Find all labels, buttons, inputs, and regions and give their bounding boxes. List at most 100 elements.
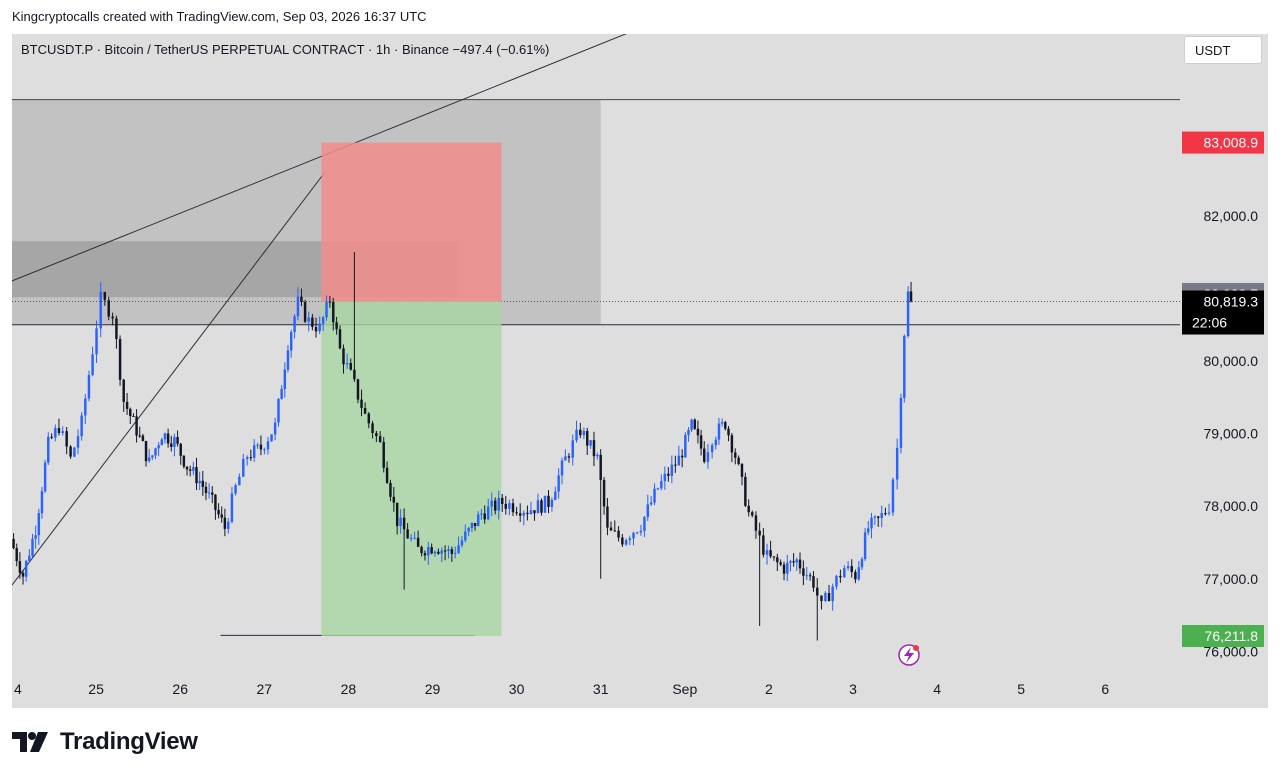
candle[interactable] [596, 452, 599, 460]
candle[interactable] [263, 447, 266, 455]
candle[interactable] [674, 455, 677, 473]
candle[interactable] [628, 535, 632, 546]
candle[interactable] [321, 315, 325, 331]
candle[interactable] [211, 486, 214, 504]
candle[interactable] [300, 288, 303, 307]
candle[interactable] [884, 507, 887, 516]
candle[interactable] [107, 296, 110, 321]
candle[interactable] [621, 533, 624, 548]
candle[interactable] [802, 560, 805, 586]
candle[interactable] [653, 483, 656, 506]
candle[interactable] [103, 291, 107, 306]
candle[interactable] [95, 320, 98, 364]
candle[interactable] [740, 463, 744, 486]
candle[interactable] [564, 449, 567, 461]
candle[interactable] [776, 553, 779, 572]
candle[interactable] [204, 481, 208, 501]
candle[interactable] [909, 281, 913, 303]
candle[interactable] [430, 543, 433, 555]
candle[interactable] [163, 432, 167, 444]
candle[interactable] [540, 498, 543, 516]
candle[interactable] [433, 550, 437, 557]
candle[interactable] [493, 497, 497, 515]
candle[interactable] [635, 531, 639, 535]
stop-loss-zone[interactable] [321, 142, 502, 302]
candle[interactable] [185, 466, 189, 476]
candle[interactable] [464, 524, 467, 543]
candle[interactable] [554, 486, 557, 501]
candle[interactable] [409, 534, 413, 542]
candle[interactable] [873, 515, 877, 525]
candle[interactable] [214, 493, 217, 520]
candle[interactable] [12, 533, 15, 550]
candle[interactable] [37, 508, 41, 545]
candle[interactable] [758, 522, 761, 626]
candle[interactable] [335, 316, 338, 335]
candle[interactable] [266, 437, 270, 455]
candle[interactable] [643, 516, 646, 537]
candle[interactable] [511, 498, 515, 517]
symbol-info[interactable]: BTCUSDT.P · Bitcoin / TetherUS PERPETUAL… [21, 42, 550, 57]
candle[interactable] [696, 420, 700, 444]
candle[interactable] [617, 526, 620, 542]
candle[interactable] [353, 252, 356, 382]
candle[interactable] [80, 412, 83, 441]
candle[interactable] [402, 508, 406, 590]
candle[interactable] [602, 476, 606, 515]
candle[interactable] [91, 346, 94, 377]
candle[interactable] [166, 428, 170, 448]
candle[interactable] [543, 495, 547, 513]
candle[interactable] [706, 443, 710, 469]
candle[interactable] [557, 468, 560, 499]
candle[interactable] [536, 493, 540, 514]
trendline-2[interactable] [0, 171, 326, 640]
candle[interactable] [217, 503, 220, 519]
candle[interactable] [867, 520, 870, 536]
candle[interactable] [632, 531, 635, 546]
candle[interactable] [198, 471, 201, 491]
candle[interactable] [427, 541, 430, 565]
candle[interactable] [677, 445, 681, 466]
candle[interactable] [129, 407, 132, 425]
candle[interactable] [779, 559, 782, 567]
candle[interactable] [382, 436, 385, 473]
candle[interactable] [413, 531, 416, 540]
candle[interactable] [40, 486, 44, 519]
candle[interactable] [182, 455, 186, 469]
candle[interactable] [363, 402, 367, 415]
candle[interactable] [201, 470, 205, 496]
candle[interactable] [547, 490, 550, 514]
candle[interactable] [497, 490, 500, 520]
candle[interactable] [303, 299, 307, 323]
candle[interactable] [179, 442, 182, 465]
candle[interactable] [795, 557, 798, 571]
candle[interactable] [293, 314, 296, 339]
candle[interactable] [805, 566, 808, 581]
candle[interactable] [328, 295, 332, 308]
candle[interactable] [69, 445, 72, 459]
candle[interactable] [57, 418, 61, 436]
candle[interactable] [54, 424, 57, 442]
candle[interactable] [277, 398, 280, 427]
candle[interactable] [792, 553, 795, 567]
candle[interactable] [571, 434, 574, 466]
candle[interactable] [234, 483, 237, 496]
candle[interactable] [307, 311, 310, 332]
candle[interactable] [473, 522, 477, 531]
candle[interactable] [490, 492, 493, 517]
candle[interactable] [887, 503, 891, 516]
candle[interactable] [420, 545, 423, 557]
candle[interactable] [360, 389, 363, 417]
candle[interactable] [895, 438, 899, 490]
candle[interactable] [230, 486, 234, 524]
candle[interactable] [256, 442, 259, 449]
candle[interactable] [646, 494, 650, 522]
candle[interactable] [245, 455, 249, 466]
candle[interactable] [824, 591, 827, 603]
candle[interactable] [192, 461, 195, 476]
candle[interactable] [453, 546, 457, 559]
candle[interactable] [151, 454, 154, 461]
candle[interactable] [34, 525, 37, 549]
candle[interactable] [118, 335, 122, 386]
candle[interactable] [195, 457, 198, 490]
